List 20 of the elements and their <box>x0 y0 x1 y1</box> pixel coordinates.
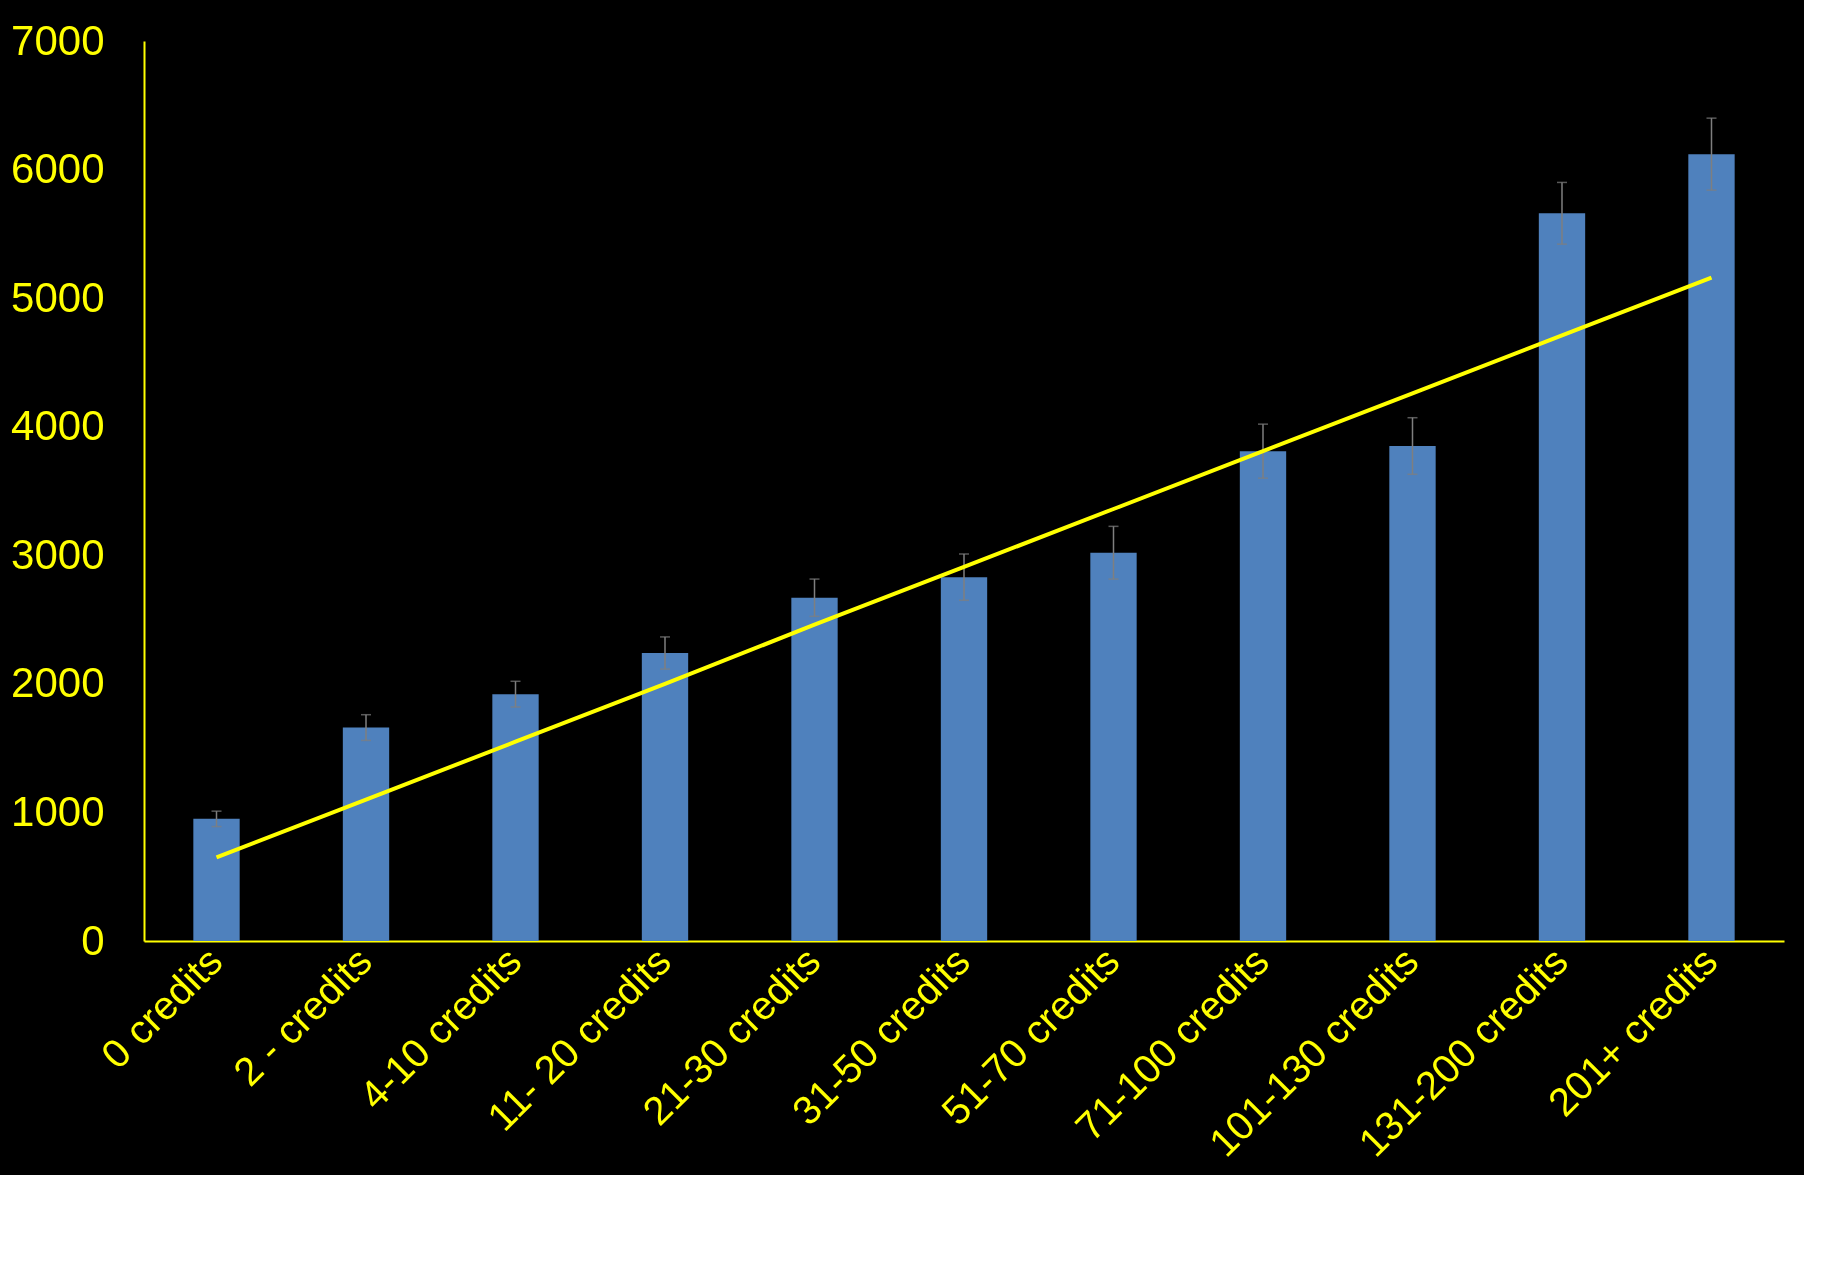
y-tick-label: 0 <box>81 916 105 964</box>
bar <box>342 727 390 941</box>
bar <box>940 577 988 941</box>
bar <box>791 597 838 941</box>
bar <box>1538 213 1586 941</box>
bar <box>1090 552 1137 941</box>
y-tick-label: 7000 <box>11 16 105 64</box>
y-tick-label: 1000 <box>11 787 105 835</box>
line-series <box>214 275 1714 860</box>
bar <box>1239 451 1287 941</box>
bar <box>1389 446 1436 941</box>
bar <box>492 694 539 941</box>
y-tick-label: 2000 <box>11 659 105 707</box>
bar <box>641 653 689 941</box>
bar <box>193 818 240 941</box>
y-tick-label: 6000 <box>11 145 105 193</box>
bar <box>1688 154 1735 941</box>
y-tick-label: 3000 <box>11 530 105 578</box>
y-tick-label: 5000 <box>11 273 105 321</box>
y-tick-label: 4000 <box>11 402 105 450</box>
